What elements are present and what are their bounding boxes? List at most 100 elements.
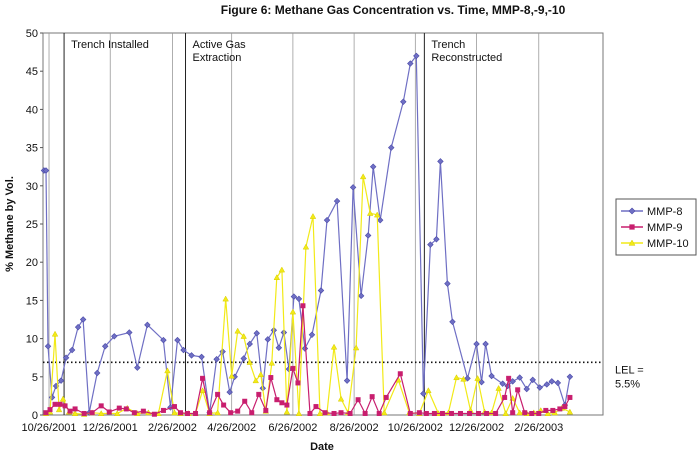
data-point-mmp-10: [114, 410, 121, 416]
data-point-mmp-9: [313, 404, 319, 410]
data-point-mmp-9: [151, 411, 157, 417]
data-point-mmp-9: [347, 410, 353, 416]
data-point-mmp-9: [98, 403, 104, 409]
data-point-mmp-9: [550, 407, 556, 413]
data-point-mmp-9: [407, 410, 413, 416]
data-point-mmp-9: [397, 371, 403, 377]
data-point-mmp-10: [309, 213, 317, 219]
data-point-mmp-10: [273, 274, 281, 280]
data-point-mmp-10: [366, 209, 374, 216]
data-point-mmp-10: [278, 266, 286, 273]
data-point-mmp-10: [380, 409, 388, 416]
data-point-mmp-8: [464, 375, 471, 382]
data-point-mmp-8: [554, 379, 562, 387]
data-point-mmp-9: [416, 410, 422, 416]
data-point-mmp-9: [249, 410, 255, 416]
data-point-mmp-10: [516, 409, 523, 416]
x-axis-label: Date: [310, 441, 334, 453]
data-point-mmp-10: [222, 295, 229, 302]
data-point-mmp-9: [106, 409, 112, 415]
data-point-mmp-9: [423, 410, 429, 416]
data-point-mmp-9: [52, 401, 58, 407]
data-point-mmp-8: [543, 381, 551, 388]
data-point-mmp-9: [493, 410, 499, 416]
data-point-mmp-8: [388, 144, 395, 151]
data-point-mmp-8: [536, 384, 543, 391]
data-point-mmp-8: [290, 293, 298, 300]
legend-label: MMP-9: [647, 222, 682, 234]
data-point-mmp-9: [116, 405, 122, 411]
legend-label: MMP-8: [647, 206, 682, 218]
data-point-mmp-8: [301, 345, 309, 352]
x-tick-label: 10/26/2002: [388, 422, 443, 434]
data-point-mmp-9: [256, 391, 262, 397]
data-point-mmp-9: [322, 410, 328, 416]
data-point-mmp-9: [185, 410, 191, 416]
data-point-mmp-9: [295, 380, 301, 386]
event-label: Trench: [431, 39, 465, 51]
data-point-mmp-9: [355, 397, 361, 403]
series-line-mmp-9: [45, 305, 571, 416]
data-point-mmp-10: [240, 332, 247, 339]
data-point-mmp-10: [228, 372, 235, 379]
y-tick-label: 45: [26, 66, 38, 78]
data-point-mmp-9: [67, 408, 73, 414]
data-point-mmp-8: [343, 377, 351, 384]
data-point-mmp-9: [506, 375, 512, 381]
data-point-mmp-9: [515, 387, 521, 393]
data-point-mmp-8: [333, 197, 341, 205]
data-point-mmp-9: [376, 410, 382, 416]
data-point-mmp-9: [307, 410, 313, 416]
data-point-mmp-9: [57, 401, 63, 407]
data-point-mmp-8: [144, 321, 151, 329]
data-point-mmp-9: [235, 408, 241, 414]
data-point-mmp-8: [48, 394, 56, 401]
data-point-mmp-8: [482, 340, 489, 348]
data-point-mmp-9: [81, 410, 87, 416]
data-point-mmp-10: [97, 410, 105, 416]
y-tick-label: 25: [26, 219, 38, 231]
data-point-mmp-9: [484, 410, 490, 416]
data-point-mmp-8: [44, 343, 52, 350]
y-tick-label: 50: [26, 28, 38, 40]
data-point-mmp-8: [317, 287, 325, 294]
data-point-mmp-9: [89, 410, 95, 416]
data-point-mmp-9: [160, 407, 166, 413]
data-point-mmp-8: [400, 98, 407, 105]
data-point-mmp-8: [369, 163, 377, 170]
data-point-mmp-8: [134, 364, 141, 371]
data-point-mmp-9: [431, 410, 437, 416]
data-point-mmp-8: [308, 331, 316, 339]
data-point-mmp-9: [290, 365, 296, 371]
data-point-mmp-10: [252, 377, 259, 384]
data-point-mmp-9: [279, 400, 285, 406]
data-point-mmp-8: [427, 241, 434, 248]
data-point-mmp-9: [338, 410, 344, 416]
data-point-mmp-10: [352, 344, 360, 351]
data-point-mmp-10: [316, 410, 324, 416]
data-point-mmp-9: [140, 408, 146, 414]
data-point-mmp-8: [413, 52, 420, 60]
data-point-mmp-8: [488, 372, 495, 380]
legend-label: MMP-10: [647, 238, 689, 250]
y-tick-label: 10: [26, 334, 38, 346]
data-point-mmp-8: [449, 318, 456, 326]
data-point-mmp-8: [499, 380, 506, 387]
data-point-mmp-8: [407, 60, 414, 67]
data-point-mmp-8: [93, 369, 101, 377]
data-point-mmp-9: [221, 402, 227, 408]
data-point-mmp-8: [364, 232, 372, 239]
event-label: Trench Installed: [71, 39, 149, 51]
data-point-mmp-9: [562, 404, 568, 410]
x-tick-label: 6/26/2002: [268, 422, 317, 434]
data-point-mmp-8: [323, 216, 331, 224]
data-point-mmp-9: [274, 397, 280, 403]
data-point-mmp-10: [283, 408, 291, 415]
data-point-mmp-9: [268, 375, 274, 381]
y-tick-label: 15: [26, 295, 38, 307]
data-point-mmp-8: [219, 348, 226, 355]
data-point-mmp-9: [207, 410, 213, 416]
data-point-mmp-8: [68, 346, 76, 354]
legend-marker: [628, 239, 636, 246]
data-point-mmp-8: [295, 295, 303, 303]
